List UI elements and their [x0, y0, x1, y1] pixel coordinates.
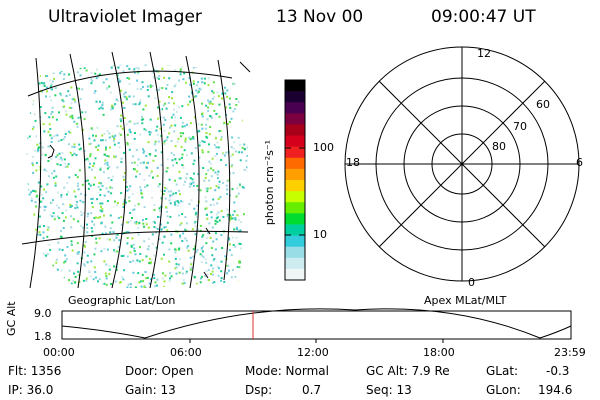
colorbar-strip [285, 80, 305, 281]
colorbar-segment [285, 246, 305, 259]
info-seq: Seq: 13 [366, 383, 412, 397]
mlt-label-18: 18 [346, 156, 360, 169]
orbit-ytick-min: 1.8 [34, 330, 52, 343]
colorbar-segment [285, 213, 305, 226]
mlat-label-80: 80 [492, 140, 506, 153]
orbit-xtick-0000: 00:00 [43, 346, 75, 359]
info-ip: IP: 36.0 [8, 383, 54, 397]
colorbar-segment [285, 91, 305, 103]
colorbar-segment [285, 80, 305, 92]
info-glat-label: GLat: [486, 364, 519, 378]
geo-emission-speckle [26, 64, 248, 288]
mlt-label-0: 0 [468, 276, 475, 289]
orbit-xtick-1800: 18:00 [423, 346, 455, 359]
colorbar-segment [285, 146, 305, 159]
date-label: 13 Nov 00 [276, 7, 364, 27]
colorbar-segment [285, 113, 305, 126]
time-label: 09:00:47 UT [431, 7, 536, 27]
colorbar-tick-10: 10 [313, 228, 327, 241]
colorbar-segment [285, 257, 305, 270]
mlat-label-70: 70 [513, 120, 527, 133]
colorbar-segment [285, 180, 305, 192]
coastline [47, 144, 211, 279]
orbit-xtick-0600: 06:00 [170, 346, 202, 359]
mlt-label-6: 6 [576, 156, 583, 169]
colorbar-segment [285, 168, 305, 181]
colorbar-segment [285, 224, 305, 237]
info-dsp-value: 0.7 [302, 383, 322, 397]
info-glon-value: 194.6 [538, 383, 573, 397]
colorbar-segment [285, 268, 305, 281]
colorbar-segment [285, 135, 305, 148]
colorbar-tick-100: 100 [313, 141, 334, 154]
info-gc-alt: GC Alt: 7.9 Re [366, 364, 450, 378]
colorbar-segment [285, 157, 305, 170]
geo-panel-caption: Geographic Lat/Lon [68, 294, 176, 307]
altitude-curve [61, 308, 572, 339]
orbit-xtick-1200: 12:00 [297, 346, 329, 359]
colorbar-segment [285, 102, 305, 114]
info-glat-value: -0.3 [546, 364, 570, 378]
colorbar-segment [285, 124, 305, 137]
info-door: Door: Open [125, 364, 194, 378]
orbit-xtick-2359: 23:59 [554, 346, 586, 359]
orbit-ytick-max: 9.0 [34, 307, 52, 320]
colorbar-segment [285, 235, 305, 248]
colorbar-segment [285, 202, 305, 214]
info-dsp-label: Dsp: [245, 383, 273, 397]
info-gain: Gain: 13 [125, 383, 176, 397]
colorbar-segment [285, 191, 305, 203]
polar-panel-caption: Apex MLat/MLT [424, 294, 507, 307]
info-flight: Flt: 1356 [8, 364, 62, 378]
info-mode: Mode: Normal [245, 364, 329, 378]
orbit-ylabel: GC Alt [5, 301, 18, 336]
geo-grid [21, 51, 251, 289]
instrument-title: Ultraviolet Imager [48, 7, 202, 27]
mlat-label-60: 60 [536, 98, 550, 111]
info-glon-label: GLon: [486, 383, 521, 397]
mlt-label-12: 12 [477, 47, 491, 60]
